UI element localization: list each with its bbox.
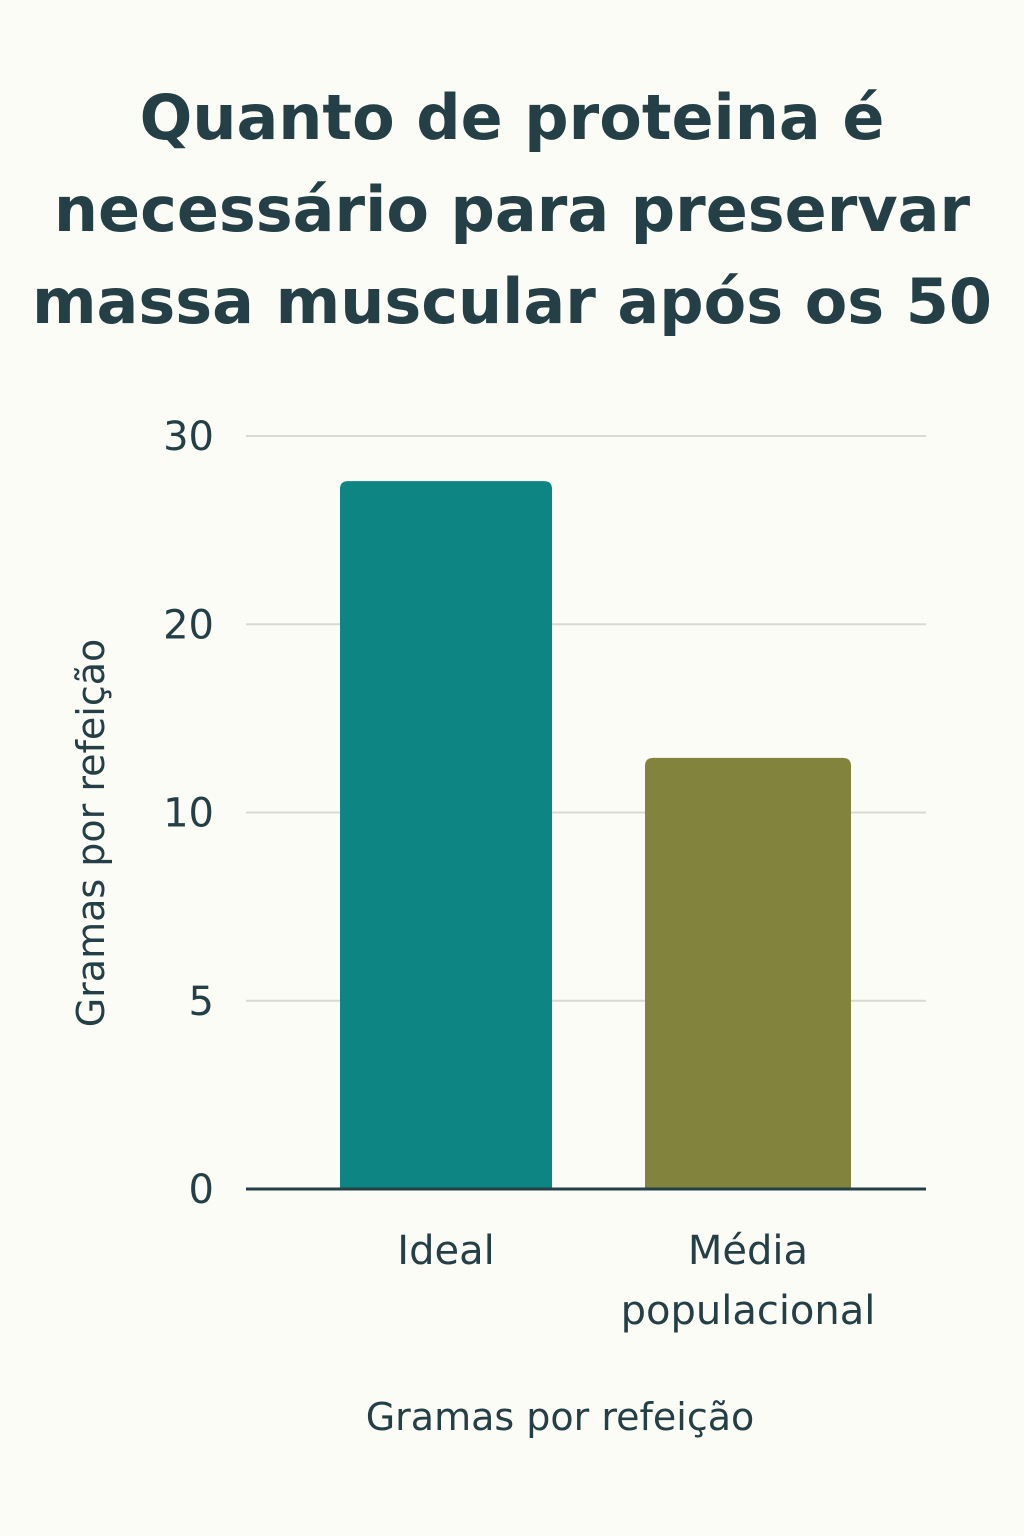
x-category-label-line: populacional xyxy=(621,1288,876,1334)
x-axis-categories: Ideal Média populacional xyxy=(397,1228,875,1334)
bar xyxy=(645,757,851,1189)
y-tick-label: 30 xyxy=(163,414,214,460)
x-category-label: Média populacional xyxy=(621,1228,876,1334)
bar xyxy=(340,481,552,1189)
y-tick-label: 0 xyxy=(189,1167,214,1213)
chart-title-line-3: massa muscular após os 50 xyxy=(31,265,993,338)
y-tick-label: 10 xyxy=(163,791,214,837)
chart-title-line-2: necessário para preservar xyxy=(53,173,971,246)
bars xyxy=(340,481,851,1189)
x-axis-title: Gramas por refeição xyxy=(366,1395,755,1439)
y-axis-ticks: 0 5 10 20 30 xyxy=(163,414,214,1213)
x-category-label-line: Média xyxy=(688,1228,808,1274)
y-tick-label: 20 xyxy=(163,602,214,648)
chart-title: Quanto de proteina é necessário para pre… xyxy=(0,72,1024,348)
x-category-label-line: Ideal xyxy=(397,1228,494,1274)
y-tick-label: 5 xyxy=(189,979,214,1025)
x-category-label: Ideal xyxy=(397,1228,494,1274)
chart-title-line-1: Quanto de proteina é xyxy=(139,81,885,154)
y-axis-title: Gramas por refeição xyxy=(69,639,113,1028)
